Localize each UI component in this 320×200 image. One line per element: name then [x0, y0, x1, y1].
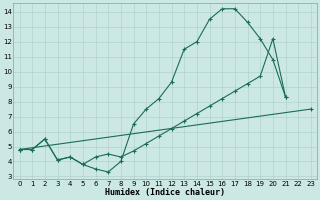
- X-axis label: Humidex (Indice chaleur): Humidex (Indice chaleur): [105, 188, 225, 197]
